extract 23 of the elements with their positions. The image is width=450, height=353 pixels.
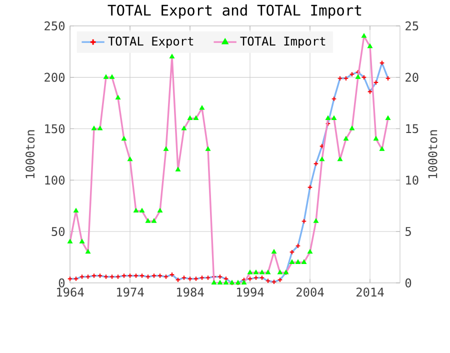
y-tick-label: 100 bbox=[45, 176, 65, 185]
x-tick-label: 2014 bbox=[356, 288, 384, 297]
y2-axis-title: 1000ton bbox=[428, 130, 438, 178]
y2-tick-label: 10 bbox=[406, 176, 418, 185]
y2-tick-label: 0 bbox=[405, 278, 412, 288]
legend-label: TOTAL Import bbox=[240, 36, 326, 48]
chart-title: TOTAL Export and TOTAL Import bbox=[108, 4, 362, 19]
y-tick-label: 50 bbox=[52, 227, 65, 236]
x-tick-label: 2004 bbox=[296, 288, 324, 297]
legend-label: TOTAL Export bbox=[108, 36, 194, 48]
x-tick-label: 1964 bbox=[57, 288, 84, 297]
y-tick-label: 250 bbox=[44, 21, 65, 30]
y-axis-title: 1000ton bbox=[26, 130, 35, 178]
y2-tick-label: 20 bbox=[406, 72, 418, 82]
y-tick-label: 150 bbox=[45, 124, 65, 134]
x-tick-label: 1994 bbox=[237, 288, 264, 297]
y2-tick-label: 5 bbox=[406, 227, 411, 236]
y2-tick-label: 15 bbox=[406, 124, 418, 134]
y2-tick-label: 25 bbox=[406, 21, 418, 30]
x-tick-label: 1974 bbox=[117, 288, 144, 297]
x-tick-label: 1984 bbox=[177, 288, 204, 297]
y-tick-label: 0 bbox=[58, 278, 65, 288]
y-tick-label: 200 bbox=[44, 72, 65, 82]
